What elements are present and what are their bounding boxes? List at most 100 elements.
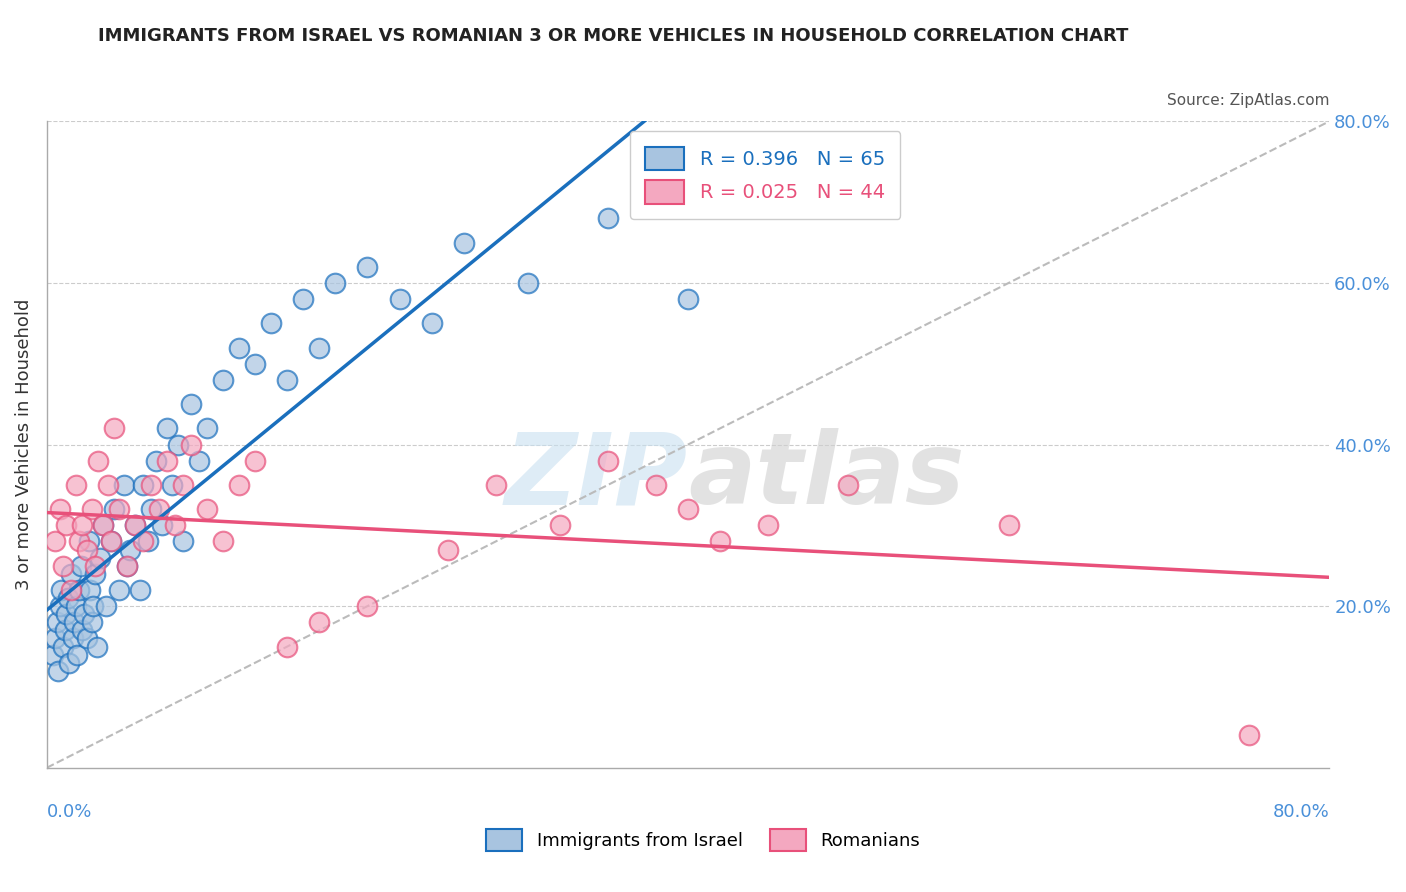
Legend: R = 0.396   N = 65, R = 0.025   N = 44: R = 0.396 N = 65, R = 0.025 N = 44 [630, 131, 900, 219]
Point [596, 211, 619, 226]
Legend: Immigrants from Israel, Romanians: Immigrants from Israel, Romanians [471, 814, 935, 865]
Point [52, 640, 75, 654]
Point [136, 534, 159, 549]
Point [58, 656, 80, 670]
Point [48, 599, 70, 613]
Point [82, 599, 104, 613]
Point [156, 453, 179, 467]
Point [645, 478, 668, 492]
Point [128, 582, 150, 597]
Point [108, 582, 131, 597]
Point [69, 558, 91, 573]
Text: 0.0%: 0.0% [46, 804, 93, 822]
Point [132, 478, 155, 492]
Point [103, 421, 125, 435]
Point [100, 534, 122, 549]
Point [91, 518, 114, 533]
Point [308, 615, 330, 630]
Point [66, 648, 89, 662]
Point [65, 599, 87, 613]
Point [156, 421, 179, 435]
Point [124, 518, 146, 533]
Point [53, 624, 76, 638]
Point [67, 582, 90, 597]
Point [212, 534, 235, 549]
Point [167, 437, 190, 451]
Point [160, 478, 183, 492]
Point [42, 648, 65, 662]
Text: Source: ZipAtlas.com: Source: ZipAtlas.com [1167, 94, 1329, 109]
Point [548, 518, 571, 533]
Point [276, 640, 298, 654]
Point [180, 397, 202, 411]
Point [997, 518, 1019, 533]
Point [62, 632, 84, 646]
Point [55, 518, 77, 533]
Point [44, 632, 66, 646]
Point [91, 518, 114, 533]
Point [108, 502, 131, 516]
Point [165, 518, 187, 533]
Point [228, 341, 250, 355]
Point [55, 607, 77, 622]
Point [79, 582, 101, 597]
Y-axis label: 3 or more Vehicles in Household: 3 or more Vehicles in Household [15, 299, 32, 591]
Point [516, 276, 538, 290]
Point [356, 599, 378, 613]
Point [172, 478, 194, 492]
Point [46, 664, 69, 678]
Point [63, 615, 86, 630]
Point [65, 478, 87, 492]
Point [67, 534, 90, 549]
Point [115, 558, 138, 573]
Point [139, 502, 162, 516]
Text: atlas: atlas [688, 428, 965, 525]
Point [97, 478, 120, 492]
Point [124, 518, 146, 533]
Point [1237, 728, 1260, 742]
Point [709, 534, 731, 549]
Point [51, 582, 73, 597]
Point [676, 292, 699, 306]
Point [115, 558, 138, 573]
Point [292, 292, 315, 306]
Point [325, 276, 347, 290]
Point [228, 478, 250, 492]
Point [837, 478, 859, 492]
Point [84, 558, 107, 573]
Point [276, 373, 298, 387]
Point [132, 534, 155, 549]
Point [260, 316, 283, 330]
Point [188, 453, 211, 467]
Point [172, 534, 194, 549]
Point [70, 518, 93, 533]
Point [100, 534, 122, 549]
Point [245, 453, 267, 467]
Point [453, 235, 475, 250]
Point [89, 550, 111, 565]
Point [70, 624, 93, 638]
Point [96, 599, 118, 613]
Point [596, 453, 619, 467]
Point [80, 615, 103, 630]
Point [44, 534, 66, 549]
Point [76, 542, 98, 557]
Point [195, 421, 218, 435]
Point [112, 478, 135, 492]
Point [756, 518, 779, 533]
Point [485, 478, 508, 492]
Point [356, 260, 378, 274]
Point [245, 357, 267, 371]
Point [436, 542, 458, 557]
Point [180, 437, 202, 451]
Point [676, 502, 699, 516]
Point [52, 558, 75, 573]
Point [150, 518, 173, 533]
Point [212, 373, 235, 387]
Point [59, 566, 82, 581]
Point [103, 502, 125, 516]
Text: 80.0%: 80.0% [1272, 804, 1329, 822]
Point [84, 566, 107, 581]
Point [45, 615, 67, 630]
Point [77, 534, 100, 549]
